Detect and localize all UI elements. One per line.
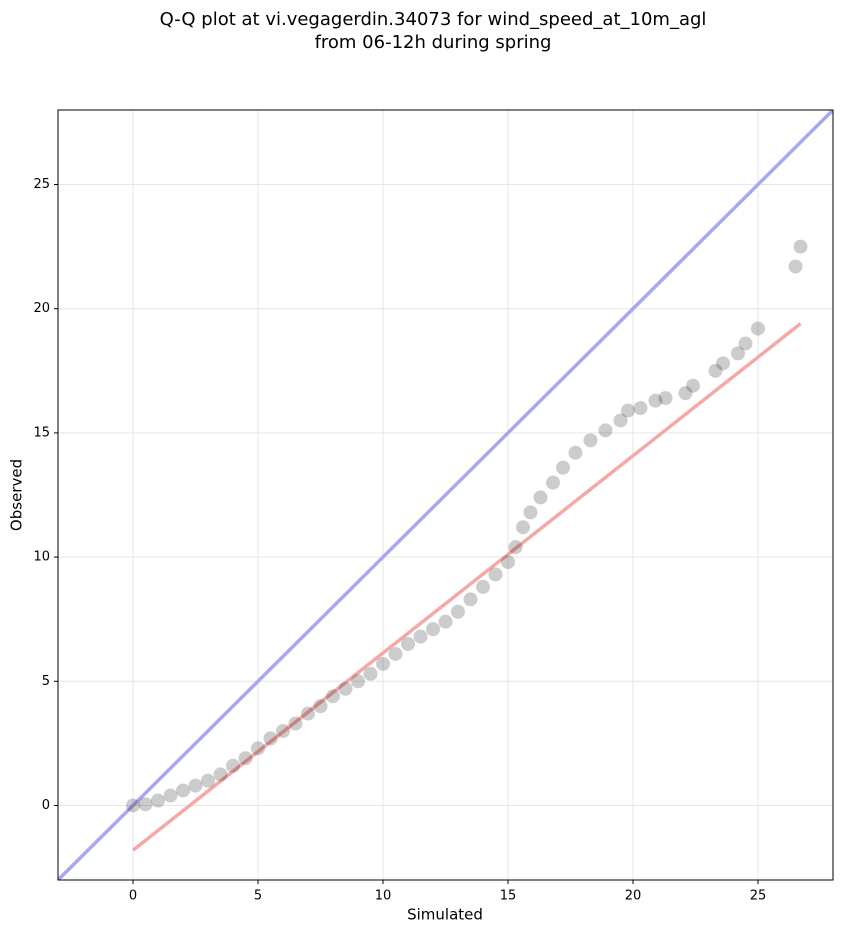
point [583, 433, 598, 448]
point [731, 346, 745, 361]
x-axis-label: Simulated [407, 906, 483, 924]
point [613, 413, 628, 428]
y-tick-label: 10 [33, 550, 50, 565]
point [648, 393, 663, 408]
point [176, 783, 190, 798]
x-tick-label: 0 [129, 889, 137, 904]
point [516, 520, 530, 535]
point [751, 321, 765, 336]
point [376, 656, 390, 671]
point [546, 475, 560, 490]
point [138, 797, 153, 812]
point [678, 386, 693, 401]
point [463, 592, 478, 607]
point [213, 767, 228, 782]
point [388, 646, 403, 661]
point [276, 723, 290, 738]
point [151, 793, 165, 808]
y-tick-label: 5 [42, 674, 50, 689]
point [658, 391, 673, 406]
point [568, 445, 583, 460]
point [401, 637, 415, 652]
point [476, 579, 490, 594]
point [326, 689, 340, 704]
point [633, 401, 648, 416]
point [201, 773, 215, 788]
point [263, 731, 278, 746]
x-tick-label: 15 [500, 889, 517, 904]
point [508, 540, 523, 555]
chart-title: from 06-12h during spring [315, 32, 552, 53]
point [363, 666, 378, 681]
x-tick-label: 25 [750, 889, 767, 904]
point [288, 716, 303, 731]
point [163, 788, 178, 803]
point [686, 378, 700, 393]
x-tick-label: 10 [375, 889, 392, 904]
chart-title: Q-Q plot at vi.vegagerdin.34073 for wind… [160, 9, 707, 30]
point [598, 423, 613, 438]
point [716, 356, 730, 371]
y-tick-label: 25 [33, 177, 50, 192]
point [451, 604, 465, 619]
point [488, 567, 503, 582]
point [313, 699, 328, 714]
point [738, 336, 753, 351]
point [126, 798, 140, 813]
plot-frame [57, 109, 834, 881]
y-tick-label: 0 [42, 798, 50, 813]
y-axis-label: Observed [8, 459, 26, 531]
point [413, 629, 428, 644]
point [793, 239, 808, 254]
point [523, 505, 538, 520]
plot-area [58, 110, 833, 880]
reference-line [58, 110, 833, 880]
point [426, 622, 440, 637]
point [338, 681, 353, 696]
point [251, 741, 265, 756]
point [438, 614, 453, 629]
point [351, 674, 365, 689]
point [556, 460, 570, 475]
point [621, 403, 635, 418]
x-tick-label: 5 [254, 889, 262, 904]
point [533, 490, 548, 505]
x-tick-label: 20 [625, 889, 642, 904]
reference-line [131, 322, 802, 852]
point [708, 363, 723, 378]
point [501, 555, 515, 570]
point [188, 778, 203, 793]
point [788, 259, 803, 274]
y-tick-label: 20 [33, 301, 50, 316]
y-tick-label: 15 [33, 425, 50, 440]
point [238, 751, 253, 766]
point [226, 758, 240, 773]
point [301, 706, 315, 721]
